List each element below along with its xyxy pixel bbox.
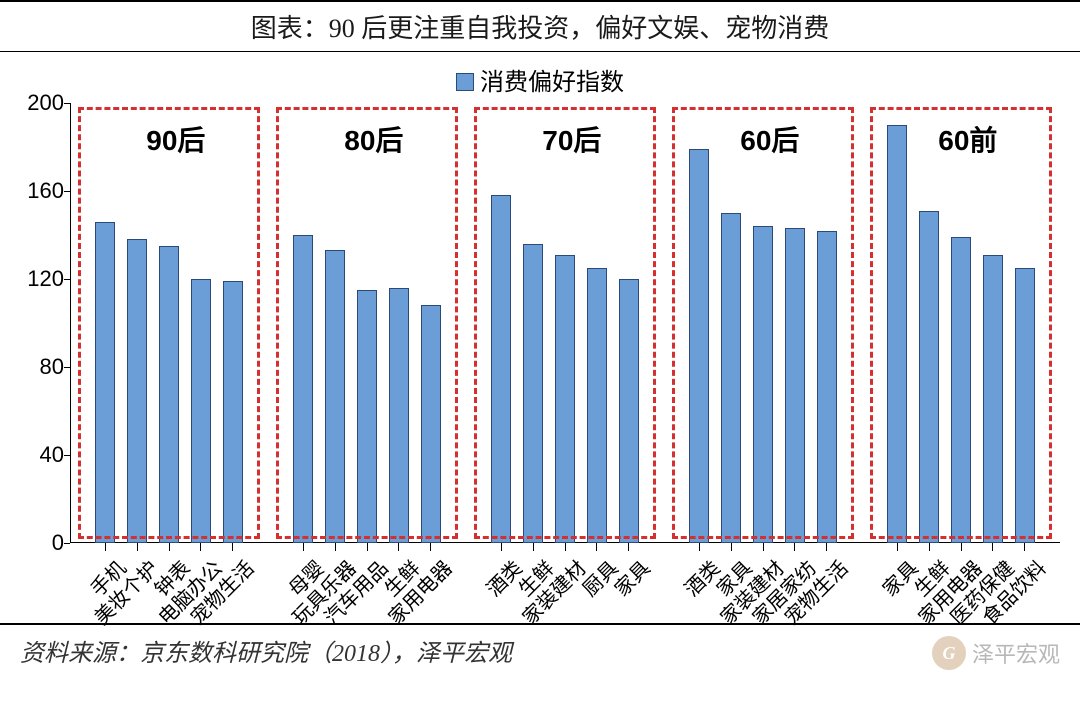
bar	[325, 250, 345, 543]
y-tick-mark	[64, 103, 70, 104]
bar	[389, 288, 409, 543]
group-label: 80后	[344, 119, 403, 159]
x-tick-mark	[961, 543, 962, 551]
bar	[191, 279, 211, 543]
x-tick-mark	[232, 543, 233, 551]
y-tick-mark	[64, 543, 70, 544]
x-tick-mark	[699, 543, 700, 551]
y-tick-mark	[64, 455, 70, 456]
y-axis-line	[70, 103, 71, 543]
x-tick-mark	[169, 543, 170, 551]
bar	[983, 255, 1003, 543]
x-tick-mark	[105, 543, 106, 551]
bar	[223, 281, 243, 543]
legend-label: 消费偏好指数	[480, 69, 624, 96]
bar	[919, 211, 939, 543]
x-tick-mark	[303, 543, 304, 551]
x-tick-mark	[533, 543, 534, 551]
chart-container: 图表：90 后更注重自我投资，偏好文娱、宠物消费 消费偏好指数 04080120…	[0, 0, 1080, 710]
watermark-icon: G	[932, 636, 966, 670]
x-tick-mark	[763, 543, 764, 551]
legend-swatch	[456, 73, 474, 91]
y-tick-mark	[64, 279, 70, 280]
x-tick-mark	[137, 543, 138, 551]
bar	[523, 244, 543, 543]
source-text: 资料来源：京东数科研究院（2018），泽平宏观	[0, 623, 1080, 676]
bar	[785, 228, 805, 543]
bar	[619, 279, 639, 543]
x-tick-mark	[897, 543, 898, 551]
bar	[491, 195, 511, 543]
bar	[587, 268, 607, 543]
bar	[555, 255, 575, 543]
chart-title: 图表：90 后更注重自我投资，偏好文娱、宠物消费	[0, 0, 1080, 52]
group-label: 70后	[542, 119, 601, 159]
watermark-text: 泽平宏观	[972, 637, 1060, 669]
x-tick-mark	[731, 543, 732, 551]
bar	[1015, 268, 1035, 543]
x-tick-mark	[794, 543, 795, 551]
plot-region: 04080120160200手机美妆个护钟表电脑办公宠物生活90后母婴玩具乐器汽…	[70, 103, 1060, 543]
x-tick-label: 家具	[607, 553, 656, 602]
bar	[753, 226, 773, 543]
bar	[95, 222, 115, 543]
bar	[127, 239, 147, 543]
bar	[159, 246, 179, 543]
bar	[421, 305, 441, 543]
x-tick-mark	[1024, 543, 1025, 551]
bar	[817, 231, 837, 543]
x-tick-mark	[367, 543, 368, 551]
x-tick-mark	[430, 543, 431, 551]
x-tick-mark	[501, 543, 502, 551]
chart-area: 04080120160200手机美妆个护钟表电脑办公宠物生活90后母婴玩具乐器汽…	[20, 103, 1060, 623]
x-tick-mark	[335, 543, 336, 551]
bar	[887, 125, 907, 543]
x-tick-mark	[398, 543, 399, 551]
x-tick-mark	[565, 543, 566, 551]
x-tick-mark	[826, 543, 827, 551]
x-tick-mark	[628, 543, 629, 551]
bar	[293, 235, 313, 543]
group-label: 90后	[146, 119, 205, 159]
group-label: 60前	[938, 119, 997, 159]
group-label: 60后	[740, 119, 799, 159]
x-tick-mark	[596, 543, 597, 551]
bar	[951, 237, 971, 543]
x-tick-mark	[200, 543, 201, 551]
watermark: G 泽平宏观	[932, 636, 1060, 670]
x-tick-mark	[992, 543, 993, 551]
legend: 消费偏好指数	[0, 52, 1080, 103]
y-tick-mark	[64, 191, 70, 192]
y-tick-mark	[64, 367, 70, 368]
bar	[721, 213, 741, 543]
bar	[689, 149, 709, 543]
x-tick-mark	[929, 543, 930, 551]
bar	[357, 290, 377, 543]
